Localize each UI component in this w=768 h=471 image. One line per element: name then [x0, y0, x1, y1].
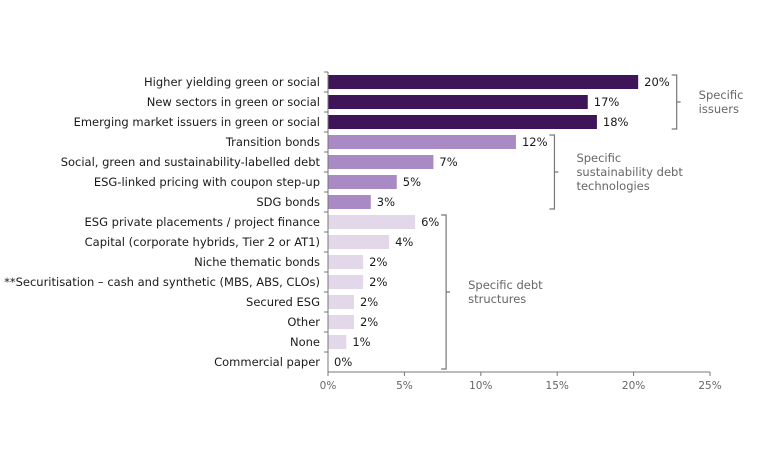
group-label: Specific: [699, 88, 744, 102]
group-label: Specific debt: [468, 278, 543, 292]
bar: [328, 195, 371, 209]
category-label: Niche thematic bonds: [194, 255, 320, 269]
group-label: sustainability debt: [576, 165, 683, 179]
bar: [328, 95, 588, 109]
value-label: 20%: [644, 75, 670, 89]
value-label: 5%: [403, 175, 421, 189]
group-bracket: [671, 74, 681, 130]
value-label: 2%: [369, 255, 387, 269]
bar: [328, 215, 416, 229]
x-tick-label: 25%: [698, 380, 721, 392]
category-label: Emerging market issuers in green or soci…: [74, 115, 320, 129]
group-label: Specific: [576, 151, 621, 165]
bar: [328, 295, 354, 309]
value-label: 7%: [439, 155, 457, 169]
value-label: 12%: [522, 135, 548, 149]
bar: [328, 335, 347, 349]
category-label: Higher yielding green or social: [144, 75, 320, 89]
category-label: Social, green and sustainability-labelle…: [61, 155, 321, 169]
bar: [328, 155, 434, 169]
x-tick-label: 0%: [320, 380, 337, 392]
group-bracket: [441, 214, 451, 370]
value-label: 17%: [594, 95, 620, 109]
category-label: Capital (corporate hybrids, Tier 2 or AT…: [85, 235, 320, 249]
category-label: Secured ESG: [246, 295, 320, 309]
group-label: structures: [468, 292, 526, 306]
x-tick-label: 5%: [396, 380, 413, 392]
bar: [328, 115, 597, 129]
bar: [328, 75, 639, 89]
category-label: Commercial paper: [214, 355, 320, 369]
group-label: issuers: [699, 102, 739, 116]
category-label: ESG-linked pricing with coupon step-up: [94, 175, 320, 189]
value-label: 2%: [360, 315, 378, 329]
value-label: 2%: [360, 295, 378, 309]
bar: [328, 135, 516, 149]
category-label: Other: [287, 315, 320, 329]
bars-group: [328, 75, 639, 349]
category-label: ESG private placements / project finance: [85, 215, 320, 229]
category-label: **Securitisation – cash and synthetic (M…: [4, 275, 320, 289]
bar: [328, 175, 397, 189]
value-label: 18%: [603, 115, 629, 129]
axes: 0% 5% 10% 15% 20% 25%: [320, 71, 722, 392]
x-tick-label: 20%: [622, 380, 645, 392]
group-bracket: [549, 134, 559, 210]
x-tick-label: 15%: [546, 380, 569, 392]
bar: [328, 235, 390, 249]
value-label: 6%: [421, 215, 439, 229]
value-label: 3%: [377, 195, 395, 209]
bar: [328, 315, 354, 329]
category-label: None: [290, 335, 320, 349]
category-label: New sectors in green or social: [147, 95, 320, 109]
value-labels: 20% 17% 18% 12% 7% 5% 3% 6% 4% 2% 2% 2% 2% 1%0%: [334, 75, 670, 369]
category-label: Transition bonds: [225, 135, 320, 149]
bar: [328, 255, 364, 269]
category-labels: Higher yielding green or social New secto…: [4, 75, 320, 369]
value-label: 1%: [352, 335, 370, 349]
category-label: SDG bonds: [256, 195, 320, 209]
x-tick-label: 10%: [469, 380, 492, 392]
value-label: 4%: [395, 235, 413, 249]
value-label: 0%: [334, 355, 352, 369]
bar: [328, 275, 364, 289]
value-label: 2%: [369, 275, 387, 289]
group-label: technologies: [576, 179, 649, 193]
